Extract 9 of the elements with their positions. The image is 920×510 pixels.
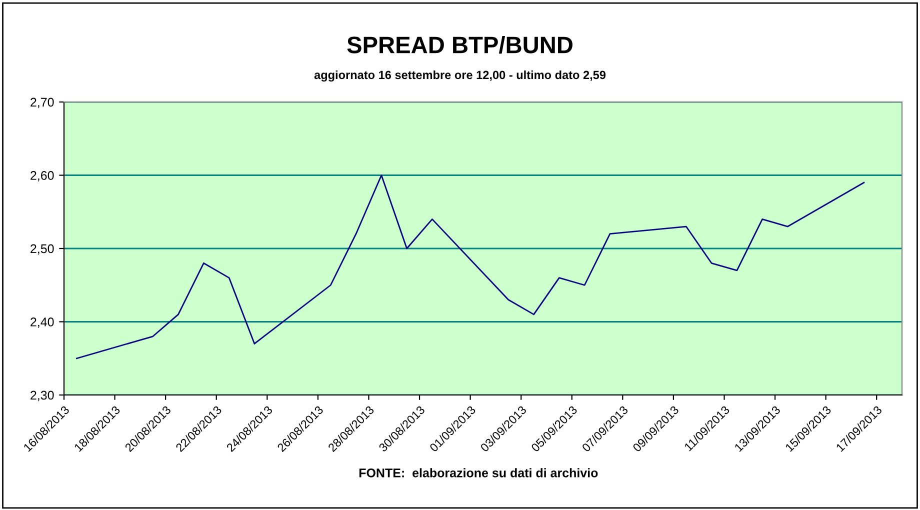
y-tick-label: 2,50 [30,244,54,255]
line-series [76,174,865,360]
y-tick-label: 2,70 [30,98,54,108]
y-tick-label: 2,30 [30,390,54,402]
chart-subtitle: aggiornato 16 settembre ore 12,00 - ultimo dato 2,59 [314,70,606,82]
y-tick-label: 2,40 [30,318,54,328]
chart-title: SPREAD BTP/BUND [347,36,572,54]
y-tick-label: 2,60 [30,171,54,182]
source-note: FONTE: elaborazione su dati di archivio [359,468,598,478]
